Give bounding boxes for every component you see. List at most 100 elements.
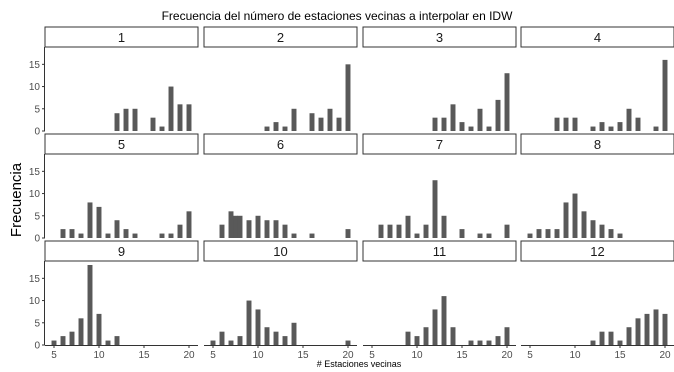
histogram-bar bbox=[644, 313, 650, 345]
y-tick-label: 0 bbox=[34, 341, 40, 352]
histogram-bar bbox=[87, 202, 93, 238]
histogram-bar bbox=[387, 224, 393, 238]
histogram-bar bbox=[459, 122, 465, 131]
histogram-bar bbox=[495, 336, 501, 345]
facet-label: 10 bbox=[273, 244, 287, 259]
x-tick-label: 20 bbox=[183, 350, 195, 361]
histogram-bar bbox=[132, 108, 138, 131]
facet-label: 12 bbox=[590, 244, 604, 259]
facet-label: 9 bbox=[118, 244, 125, 259]
histogram-bar bbox=[96, 206, 102, 238]
histogram-bar bbox=[486, 126, 492, 131]
histogram-bar bbox=[450, 104, 456, 131]
facet-strip bbox=[520, 133, 674, 155]
histogram-bar bbox=[545, 229, 551, 238]
histogram-bar bbox=[114, 220, 120, 238]
histogram-bar bbox=[177, 224, 183, 238]
histogram-bar bbox=[581, 211, 587, 238]
y-tick-label: 10 bbox=[29, 296, 41, 307]
x-tick-label: 5 bbox=[527, 350, 533, 361]
histogram-bar bbox=[504, 327, 510, 345]
x-tick-label: 5 bbox=[369, 350, 375, 361]
x-tick-label: 15 bbox=[456, 350, 468, 361]
histogram-bar bbox=[78, 233, 84, 238]
x-tick-label: 15 bbox=[614, 350, 626, 361]
histogram-bar bbox=[282, 224, 288, 238]
histogram-bar bbox=[662, 59, 668, 132]
histogram-bar bbox=[291, 108, 297, 131]
facet-strip bbox=[362, 240, 517, 262]
histogram-bar bbox=[159, 126, 165, 131]
facet-label: 2 bbox=[277, 30, 284, 45]
histogram-bar bbox=[495, 99, 501, 131]
histogram-bar bbox=[554, 229, 560, 238]
histogram-bar bbox=[608, 229, 614, 238]
histogram-bar bbox=[219, 331, 225, 345]
histogram-bar bbox=[432, 309, 438, 345]
chart-title: Frecuencia del número de estaciones veci… bbox=[162, 9, 514, 23]
facet-label: 3 bbox=[436, 30, 443, 45]
histogram-bar bbox=[563, 117, 569, 131]
histogram-bar bbox=[414, 336, 420, 345]
histogram-bar bbox=[168, 86, 174, 131]
histogram-bar bbox=[441, 117, 447, 131]
facet-strip bbox=[362, 133, 517, 155]
histogram-bar bbox=[608, 126, 614, 131]
histogram-bar bbox=[273, 331, 279, 345]
y-tick-label: 10 bbox=[29, 82, 41, 93]
histogram-bar bbox=[186, 211, 192, 238]
histogram-bar bbox=[450, 327, 456, 345]
histogram-bar bbox=[345, 340, 351, 345]
x-tick-label: 20 bbox=[659, 350, 671, 361]
histogram-bar bbox=[309, 113, 315, 131]
histogram-bar bbox=[572, 117, 578, 131]
histogram-bar bbox=[405, 215, 411, 238]
histogram-bar bbox=[87, 265, 93, 345]
histogram-bar bbox=[159, 233, 165, 238]
histogram-bar bbox=[69, 229, 75, 238]
histogram-bar bbox=[132, 233, 138, 238]
facet-strip bbox=[203, 240, 358, 262]
histogram-bar bbox=[504, 224, 510, 238]
histogram-bar bbox=[608, 331, 614, 345]
histogram-bar bbox=[282, 336, 288, 345]
y-tick-label: 5 bbox=[34, 318, 40, 329]
y-tick-label: 15 bbox=[29, 167, 41, 178]
histogram-bar bbox=[441, 296, 447, 345]
histogram-bar bbox=[414, 233, 420, 238]
histogram-bar bbox=[653, 309, 659, 345]
histogram-bar bbox=[405, 331, 411, 345]
histogram-bar bbox=[536, 229, 542, 238]
histogram-bar bbox=[60, 229, 66, 238]
histogram-bar bbox=[345, 229, 351, 238]
y-tick-label: 5 bbox=[34, 104, 40, 115]
histogram-bar bbox=[264, 327, 270, 345]
histogram-bar bbox=[51, 340, 57, 345]
histogram-bar bbox=[617, 122, 623, 131]
histogram-bar bbox=[396, 224, 402, 238]
histogram-bar bbox=[432, 180, 438, 238]
histogram-bar bbox=[626, 108, 632, 131]
histogram-bar bbox=[96, 313, 102, 345]
histogram-bar bbox=[255, 309, 261, 345]
histogram-bar bbox=[228, 211, 234, 238]
histogram-bar bbox=[255, 215, 261, 238]
histogram-bar bbox=[554, 117, 560, 131]
histogram-bar bbox=[590, 220, 596, 238]
facet-strip bbox=[520, 240, 674, 262]
histogram-bar bbox=[237, 336, 243, 345]
x-tick-label: 15 bbox=[297, 350, 309, 361]
histogram-bar bbox=[468, 340, 474, 345]
histogram-bar bbox=[572, 193, 578, 238]
histogram-bar bbox=[662, 313, 668, 345]
histogram-bar bbox=[423, 327, 429, 345]
histogram-bar bbox=[168, 233, 174, 238]
histogram-bar bbox=[477, 340, 483, 345]
histogram-bar bbox=[219, 224, 225, 238]
histogram-bar bbox=[486, 233, 492, 238]
histogram-bar bbox=[599, 331, 605, 345]
facet-label: 11 bbox=[433, 244, 447, 259]
facet-label: 6 bbox=[277, 137, 284, 152]
y-tick-label: 0 bbox=[34, 234, 40, 245]
